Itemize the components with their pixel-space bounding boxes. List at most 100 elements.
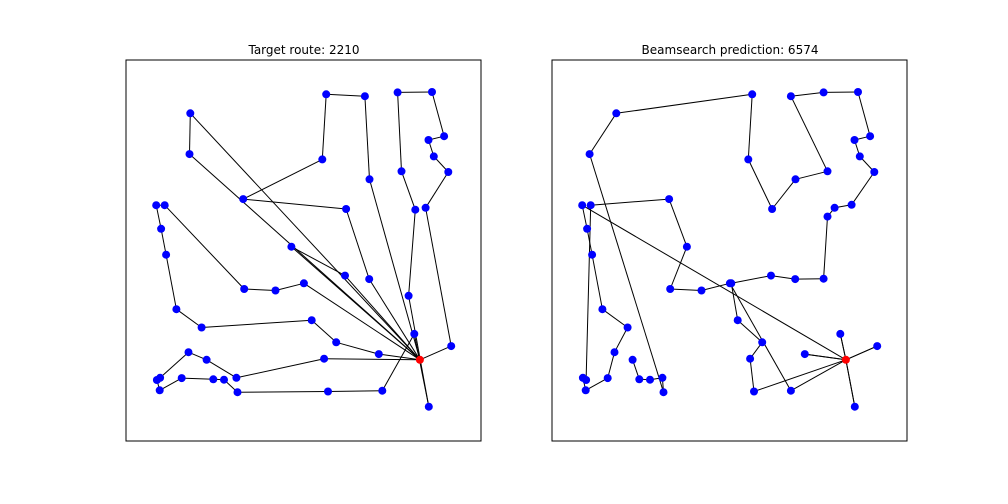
- beamsearch-edge: [585, 377, 608, 391]
- target-route-edge: [413, 333, 430, 407]
- beamsearch-node-point: [748, 90, 757, 99]
- target-route-node-point: [332, 338, 341, 347]
- target-route-node-point: [440, 132, 449, 141]
- beamsearch-edge: [730, 283, 739, 321]
- beamsearch-node-point: [767, 271, 775, 280]
- target-route-node-point: [197, 323, 206, 332]
- target-route-edge: [401, 171, 416, 210]
- beamsearch-node-point: [873, 342, 882, 351]
- beamsearch-node-point: [823, 212, 832, 221]
- beamsearch-node-point: [623, 323, 632, 332]
- target-route-node-point: [185, 150, 194, 159]
- target-route-node-point: [209, 375, 218, 384]
- beamsearch-edge: [581, 205, 588, 229]
- beamsearch-edge: [839, 333, 847, 360]
- target-route-node-point: [444, 168, 453, 176]
- beamsearch-edge: [614, 327, 629, 353]
- beamsearch-edge: [607, 352, 615, 379]
- beamsearch-edge: [857, 91, 871, 137]
- target-route-edge: [345, 208, 370, 280]
- beamsearch-node-point: [682, 242, 691, 251]
- target-route-node-point: [393, 88, 402, 97]
- beamsearch-node-point: [800, 350, 809, 359]
- beamsearch-edge: [586, 228, 593, 255]
- beamsearch-edge: [747, 94, 753, 160]
- beamsearch-edge: [845, 359, 856, 407]
- beamsearch-node-point: [847, 200, 856, 209]
- beamsearch-node-point: [819, 274, 828, 283]
- beamsearch-edge: [602, 308, 628, 328]
- target-route-edge: [303, 282, 421, 361]
- beamsearch-node-point: [823, 167, 832, 176]
- target-route-depot-point: [415, 355, 424, 364]
- target-route-edge: [165, 254, 177, 310]
- beamsearch-edge: [670, 288, 702, 291]
- beamsearch-node-point: [850, 402, 859, 411]
- beamsearch-edge: [753, 359, 847, 392]
- target-route-node-point: [447, 342, 456, 351]
- beamsearch-edge: [581, 204, 847, 361]
- beamsearch-edge: [590, 198, 670, 206]
- target-route-edge: [206, 359, 237, 379]
- target-route-node-point: [360, 92, 369, 101]
- target-route-edge: [236, 358, 325, 379]
- target-route-edge: [364, 96, 370, 180]
- target-route-edge: [378, 353, 420, 361]
- target-route-node-point: [156, 373, 165, 382]
- beamsearch-edge: [795, 170, 828, 180]
- target-route-node-point: [365, 275, 374, 284]
- target-route-title: Target route: 2210: [247, 43, 359, 57]
- target-route-node-point: [177, 374, 186, 383]
- beamsearch-edge: [589, 113, 617, 155]
- beamsearch-node-point: [854, 88, 862, 96]
- beamsearch-node-point: [598, 305, 607, 314]
- target-route-edge: [237, 391, 329, 393]
- target-route-node-point: [428, 88, 436, 96]
- target-route-edge: [419, 345, 452, 361]
- target-route-node-point: [240, 285, 249, 293]
- beamsearch-edge: [790, 95, 828, 172]
- target-route-node-point: [186, 109, 195, 118]
- target-route-node-point: [233, 388, 242, 397]
- target-route-node-point: [421, 203, 430, 212]
- beamsearch-edge: [729, 283, 792, 391]
- beamsearch-edge: [790, 359, 847, 392]
- beamsearch-edge: [616, 93, 753, 114]
- beamsearch-node-point: [628, 355, 637, 364]
- beamsearch-edge: [771, 178, 796, 210]
- target-route-edge: [189, 153, 421, 361]
- target-route-node-point: [429, 152, 438, 161]
- target-route-edge: [311, 319, 337, 343]
- target-route-node-point: [397, 167, 406, 176]
- target-route-edge: [291, 246, 346, 277]
- target-route-node-point: [411, 205, 420, 214]
- beamsearch-edge: [669, 246, 688, 290]
- beamsearch-node-point: [578, 201, 587, 210]
- target-route-node-point: [320, 354, 329, 363]
- target-route-node-point: [239, 195, 248, 204]
- target-route-edge: [381, 333, 415, 391]
- beamsearch-node-point: [583, 224, 592, 233]
- target-route-edge: [368, 278, 421, 361]
- beamsearch-node-point: [665, 195, 674, 204]
- beamsearch-node-point: [658, 373, 667, 382]
- beamsearch-node-point: [786, 92, 795, 101]
- beamsearch-node-point: [830, 203, 839, 212]
- target-route-edge: [425, 171, 449, 209]
- beamsearch-title: Beamsearch prediction: 6574: [642, 43, 819, 57]
- target-route-edge: [243, 198, 347, 210]
- target-route-edge: [397, 92, 402, 172]
- beamsearch-edge: [747, 159, 773, 210]
- beamsearch-edge: [591, 254, 603, 310]
- target-route-edge: [160, 228, 167, 255]
- beamsearch-edge: [737, 319, 763, 343]
- target-route-node-point: [307, 316, 316, 325]
- beamsearch-node-point: [666, 285, 675, 293]
- target-route-node-point: [322, 90, 331, 99]
- beamsearch-node-point: [610, 348, 619, 357]
- target-route-node-point: [220, 375, 228, 384]
- beamsearch-edge: [770, 275, 796, 280]
- target-route-edge: [275, 282, 305, 291]
- target-route-node-point: [299, 279, 308, 288]
